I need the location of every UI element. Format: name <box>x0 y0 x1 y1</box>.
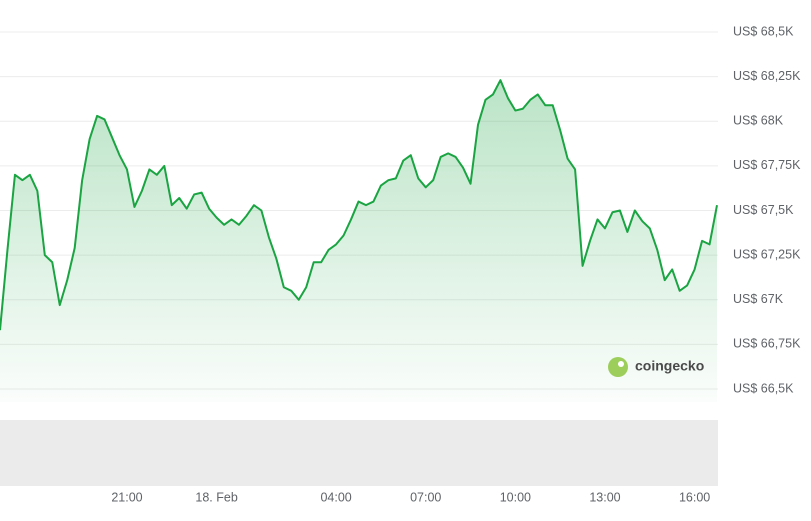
volume-band <box>0 420 718 486</box>
x-tick-label: 10:00 <box>500 490 531 504</box>
y-tick-label: US$ 68,25K <box>733 69 801 83</box>
price-line <box>0 79 718 331</box>
x-tick-label: 13:00 <box>589 490 620 504</box>
x-tick-label: 18. Feb <box>195 490 237 504</box>
x-tick-label: 04:00 <box>320 490 351 504</box>
x-tick-label: 07:00 <box>410 490 441 504</box>
x-tick-label: 21:00 <box>111 490 142 504</box>
y-tick-label: US$ 67,5K <box>733 203 794 217</box>
watermark-logo <box>608 357 628 377</box>
y-tick-label: US$ 67,25K <box>733 247 801 261</box>
y-tick-label: US$ 68K <box>733 114 784 128</box>
y-tick-label: US$ 66,75K <box>733 337 801 351</box>
watermark-text: coingecko <box>635 358 704 374</box>
watermark: coingecko <box>608 357 704 377</box>
y-tick-label: US$ 68,5K <box>733 24 794 38</box>
area <box>0 80 717 402</box>
y-tick-label: US$ 66,5K <box>733 381 794 395</box>
y-tick-label: US$ 67K <box>733 292 784 306</box>
watermark-logo-eye <box>618 361 624 367</box>
x-tick-label: 16:00 <box>679 490 710 504</box>
y-tick-label: US$ 67,75K <box>733 158 801 172</box>
